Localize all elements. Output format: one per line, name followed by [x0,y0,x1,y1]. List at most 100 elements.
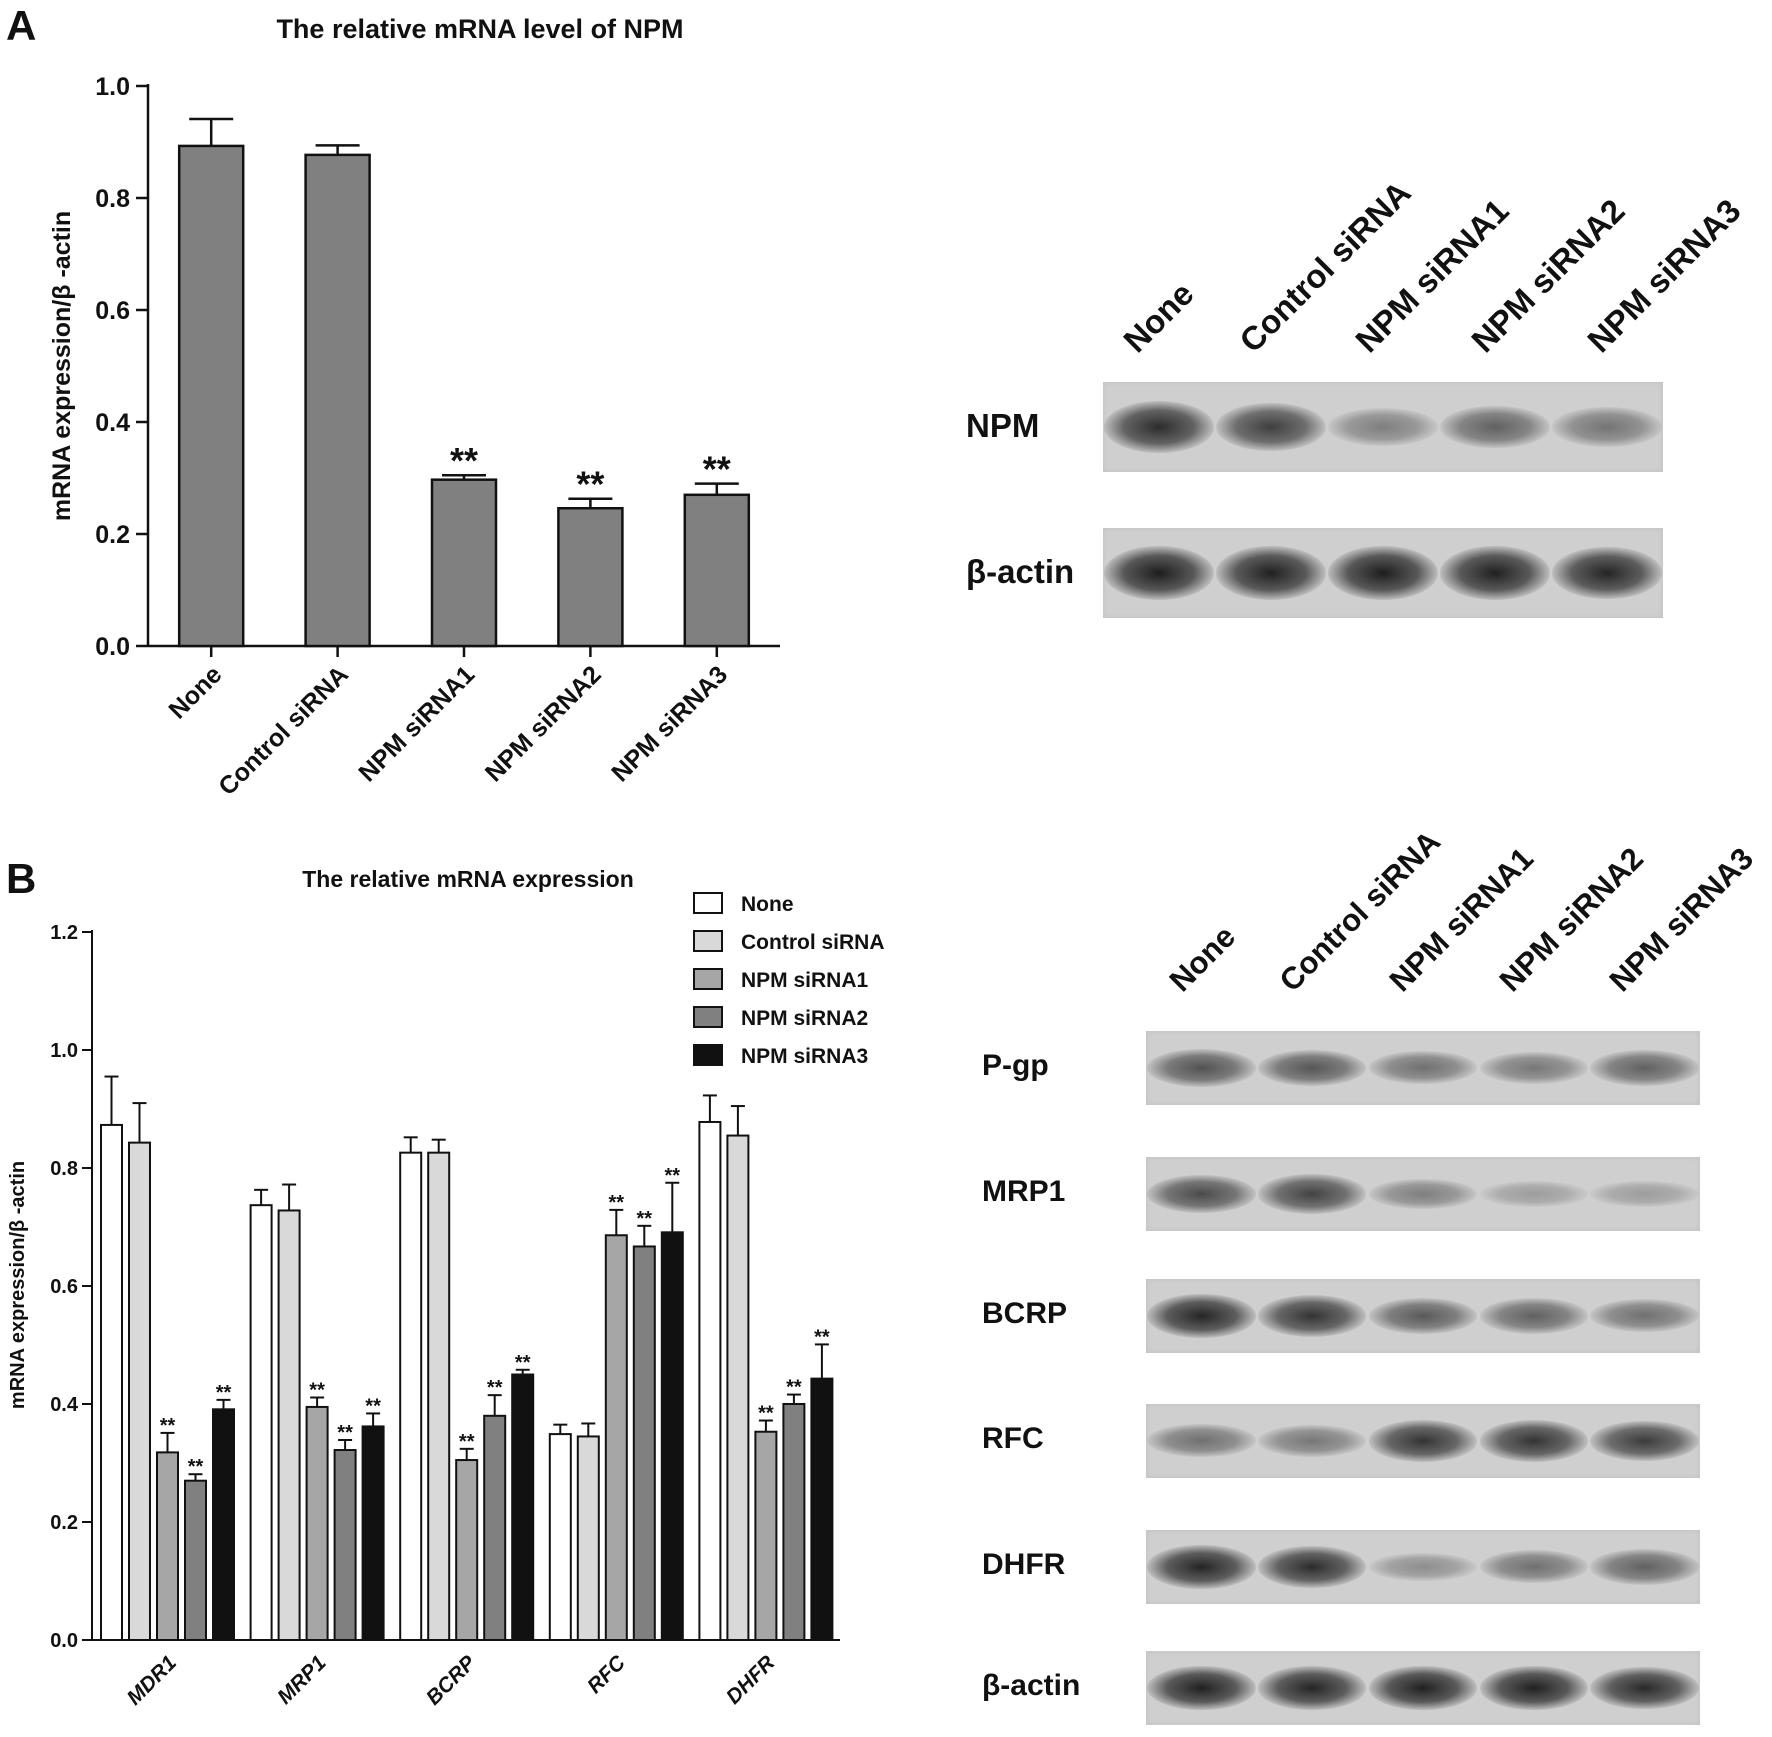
chart-a-significance: ** [450,440,478,481]
blot-band [1147,1049,1256,1087]
chart-b-bar [277,1209,301,1641]
blot-band [1368,1552,1478,1582]
chart-b-legend-label: NPM siRNA1 [741,969,869,992]
blot-band [1257,1545,1367,1589]
chart-b-significance: ** [337,1422,353,1444]
chart-a-bar [304,153,371,648]
blot-band [1368,1297,1478,1335]
blot-band [1590,1666,1699,1710]
chart-b-bar [249,1204,273,1642]
blot-row-label: β-actin [982,1669,1081,1703]
chart-b-bar [782,1403,806,1641]
chart-b-y-tick-label: 0.8 [50,1158,78,1180]
chart-a-significance: ** [576,464,604,505]
blot-band [1104,546,1214,600]
chart-b-y-tick-label: 0.2 [50,1512,78,1534]
blot-band [1257,1049,1367,1087]
chart-a-x-tick-label: NPM siRNA1 [353,660,480,787]
blot-row-label: β-actin [966,552,1075,590]
blot-band [1257,1425,1367,1457]
chart-b: The relative mRNA expression 0.0 0.2 0.4 0.6… [7,866,885,1710]
chart-b-x-tick-label: MDR1 [123,1651,181,1709]
blot-band [1590,1050,1699,1086]
chart-b-bar [399,1151,423,1642]
blot-row-label: BCRP [982,1297,1068,1331]
chart-b-y-tick-label: 1.2 [50,922,78,944]
chart-b-significance: ** [786,1377,802,1399]
chart-a-bar [177,144,245,648]
chart-b-significance: ** [609,1192,625,1214]
chart-b-title: The relative mRNA expression [302,866,634,892]
chart-a: The relative mRNA level of NPM 0.0 0.2 0.4 0… [48,14,780,801]
blot-band [1368,1420,1478,1462]
blot-band [1368,1051,1478,1085]
chart-a-bar [430,478,498,648]
chart-b-bar [455,1459,479,1642]
blot-band [1590,1420,1699,1462]
chart-b-y-axis-label: mRNA expression/β -actin [7,1161,29,1409]
chart-b-bar [333,1449,357,1642]
chart-b-bar [361,1425,385,1642]
chart-a-y-tick-label: 0.8 [95,185,130,213]
blot-band [1479,1180,1589,1208]
chart-a-x-tick-label: NPM siRNA3 [606,660,733,787]
blot-strip [1146,1530,1700,1604]
chart-b-significance: ** [515,1352,531,1374]
blot-band [1368,1178,1478,1210]
chart-b-significance: ** [309,1380,325,1402]
chart-b-significance: ** [188,1456,204,1478]
chart-b-bar [576,1435,600,1641]
chart-b-bar [427,1151,451,1642]
chart-b-y-tick-label: 0.6 [50,1276,78,1298]
blot-strip [1146,1651,1700,1725]
blot-band [1328,546,1438,600]
blot-band [1479,1550,1589,1584]
chart-b-x-tick-label: DHFR [722,1651,780,1709]
chart-b-bar [483,1414,507,1642]
blot-strip [1103,528,1663,618]
chart-b-significance: ** [365,1395,381,1417]
chart-a-y-tick-label: 0.4 [95,409,130,437]
panel-b-letter: B [6,855,36,902]
blot-row-label: NPM [966,406,1040,444]
chart-b-bar [754,1430,778,1641]
blot-band [1479,1298,1589,1334]
chart-b-bar [632,1245,656,1641]
panel-a-letter: A [6,2,36,49]
blot-band [1147,1666,1256,1710]
chart-b-significance: ** [487,1377,503,1399]
chart-b-legend-swatch [693,968,723,990]
chart-b-legend-label: NPM siRNA2 [741,1007,868,1030]
blot-band [1216,546,1326,600]
chart-a-y-axis-label: mRNA expression/β -actin [48,211,76,521]
chart-b-legend-swatch [693,1006,723,1028]
chart-b-legend-label: NPM siRNA3 [741,1045,868,1068]
blot-band [1479,1420,1589,1462]
chart-b-bar [604,1234,628,1641]
chart-b-bar [548,1433,572,1641]
blot-band [1328,408,1438,446]
chart-b-bar [810,1377,834,1641]
blot-band [1257,1174,1367,1214]
chart-a-y-tick-label: 0.0 [95,633,130,661]
blot-band [1147,1545,1256,1589]
chart-b-significance: ** [665,1165,681,1187]
blot-strip [1146,1157,1700,1231]
blot-band [1479,1666,1589,1710]
blot-band [1368,1666,1478,1710]
chart-b-significance: ** [758,1403,774,1425]
blot-band [1104,401,1214,453]
chart-b-significance: ** [459,1431,475,1453]
chart-b-bar [212,1408,235,1642]
blot-strip [1146,1031,1700,1105]
chart-a-bar [557,506,624,648]
blot-row-label: DHFR [982,1548,1066,1582]
blot-row-label: MRP1 [982,1175,1066,1209]
blot-band [1257,1295,1367,1337]
chart-b-bar [511,1373,535,1641]
blot-band [1147,1294,1256,1338]
blot-band [1257,1666,1367,1710]
chart-b-significance: ** [814,1326,830,1348]
blot-row-label: RFC [982,1422,1044,1456]
